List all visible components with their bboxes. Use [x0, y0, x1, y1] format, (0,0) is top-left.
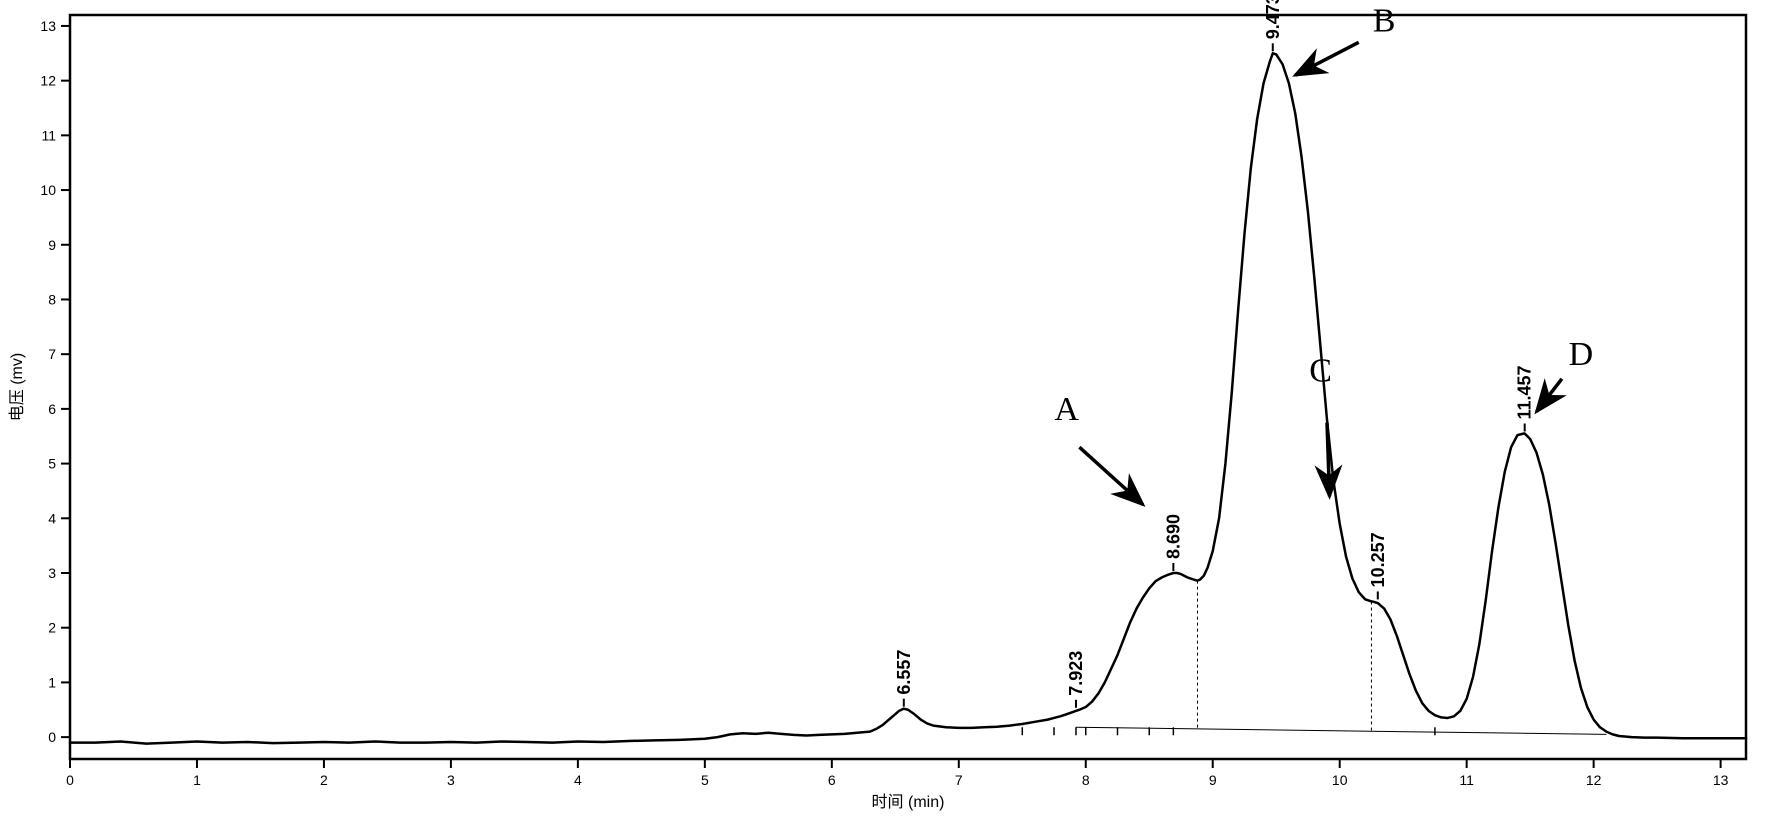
y-tick-label: 6: [48, 401, 56, 417]
x-tick-label: 5: [701, 772, 709, 788]
y-tick-label: 7: [48, 346, 56, 362]
annotation-arrow: [1295, 42, 1358, 75]
annotation-label-C: C: [1309, 353, 1332, 390]
x-tick-label: 9: [1209, 772, 1217, 788]
x-tick-label: 1: [193, 772, 201, 788]
y-tick-label: 1: [48, 674, 56, 690]
annotation-label-A: A: [1054, 391, 1079, 428]
plot-frame: [70, 15, 1746, 759]
peak-retention-label: 9.473: [1263, 0, 1283, 39]
x-tick-label: 12: [1586, 772, 1602, 788]
annotation-label-D: D: [1569, 336, 1594, 373]
x-tick-label: 11: [1459, 772, 1474, 788]
x-tick-label: 10: [1332, 772, 1348, 788]
y-tick-label: 2: [48, 620, 56, 636]
y-tick-label: 3: [48, 565, 56, 581]
x-tick-label: 2: [320, 772, 328, 788]
x-tick-label: 13: [1713, 772, 1729, 788]
y-tick-label: 11: [41, 127, 56, 143]
peak-retention-label: 8.690: [1163, 514, 1183, 559]
x-tick-label: 3: [447, 772, 455, 788]
x-tick-label: 8: [1082, 772, 1090, 788]
peak-retention-label: 7.923: [1066, 651, 1086, 696]
y-tick-label: 12: [40, 73, 56, 89]
annotation-arrow: [1079, 447, 1142, 504]
y-tick-label: 10: [40, 182, 56, 198]
peak-retention-label: 11.457: [1515, 365, 1535, 419]
chart-svg: 012345678910111213012345678910111213时间 (…: [0, 0, 1776, 819]
x-tick-label: 4: [574, 772, 582, 788]
peak-retention-label: 10.257: [1368, 532, 1388, 587]
y-axis-label: 电压 (mv): [8, 353, 26, 421]
chromatogram-chart: 012345678910111213012345678910111213时间 (…: [0, 0, 1776, 819]
annotation-label-B: B: [1373, 2, 1396, 39]
y-tick-label: 0: [48, 729, 56, 745]
y-tick-label: 4: [48, 510, 56, 526]
chromatogram-curve: [70, 53, 1746, 743]
y-tick-label: 8: [48, 291, 56, 307]
baseline: [1076, 727, 1606, 734]
y-tick-label: 9: [48, 237, 56, 253]
x-tick-label: 0: [66, 772, 74, 788]
x-axis-label: 时间 (min): [872, 793, 945, 811]
peak-retention-label: 6.557: [894, 650, 914, 695]
annotation-arrow: [1537, 379, 1562, 412]
y-tick-label: 5: [48, 456, 56, 472]
y-tick-label: 13: [40, 18, 56, 34]
x-tick-label: 7: [955, 772, 963, 788]
x-tick-label: 6: [828, 772, 836, 788]
